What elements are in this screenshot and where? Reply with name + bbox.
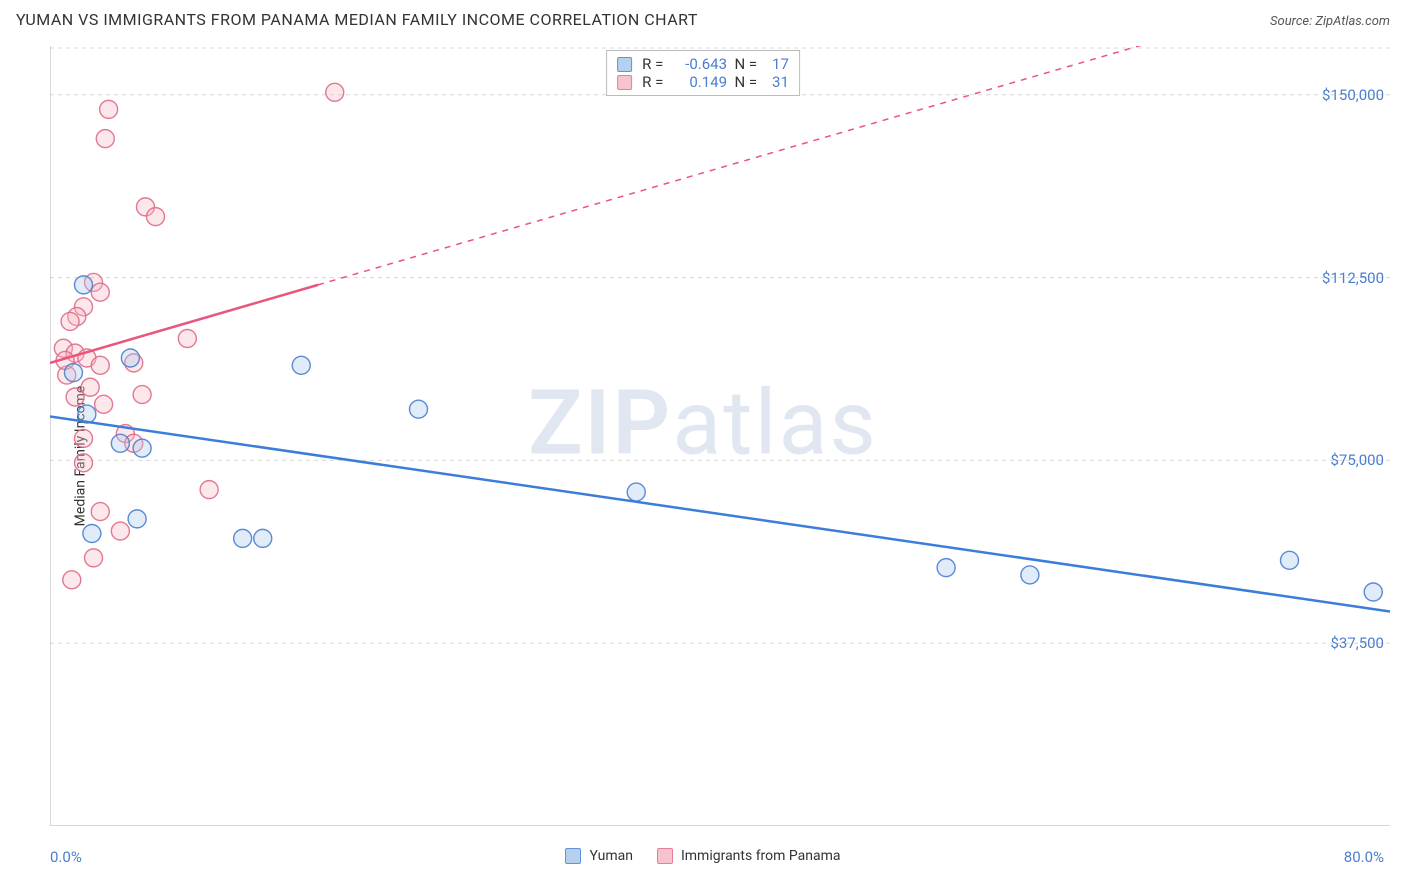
y-tick-label: $37,500 <box>1330 634 1384 652</box>
y-tick-label: $75,000 <box>1330 451 1384 469</box>
correlation-stats-box: R = -0.643 N = 17R = 0.149 N = 31 <box>606 50 800 96</box>
chart-title: YUMAN VS IMMIGRANTS FROM PANAMA MEDIAN F… <box>16 10 698 29</box>
legend-item-b: Immigrants from Panama <box>657 848 841 864</box>
stat-swatch-a <box>617 57 632 72</box>
stat-text-b: R = 0.149 N = 31 <box>642 73 789 91</box>
legend-item-a: Yuman <box>565 848 632 864</box>
x-axis-max-label: 80.0% <box>1344 848 1384 866</box>
source-label: Source: ZipAtlas.com <box>1270 14 1390 29</box>
x-axis-min-label: 0.0% <box>50 848 82 866</box>
legend-swatch-a <box>565 848 581 864</box>
stat-text-a: R = -0.643 N = 17 <box>642 55 789 73</box>
y-tick-label: $150,000 <box>1322 86 1384 104</box>
legend-label-a: Yuman <box>589 848 632 864</box>
legend-label-b: Immigrants from Panama <box>681 848 841 864</box>
stat-row-b: R = 0.149 N = 31 <box>617 73 789 91</box>
stat-row-a: R = -0.643 N = 17 <box>617 55 789 73</box>
legend: Yuman Immigrants from Panama <box>16 848 1390 864</box>
y-tick-label: $112,500 <box>1322 269 1384 287</box>
chart-area: Median Family Income ZIPatlas $37,500$75… <box>16 46 1390 866</box>
stat-swatch-b <box>617 75 632 90</box>
scatter-plot-svg <box>50 46 1390 826</box>
legend-swatch-b <box>657 848 673 864</box>
